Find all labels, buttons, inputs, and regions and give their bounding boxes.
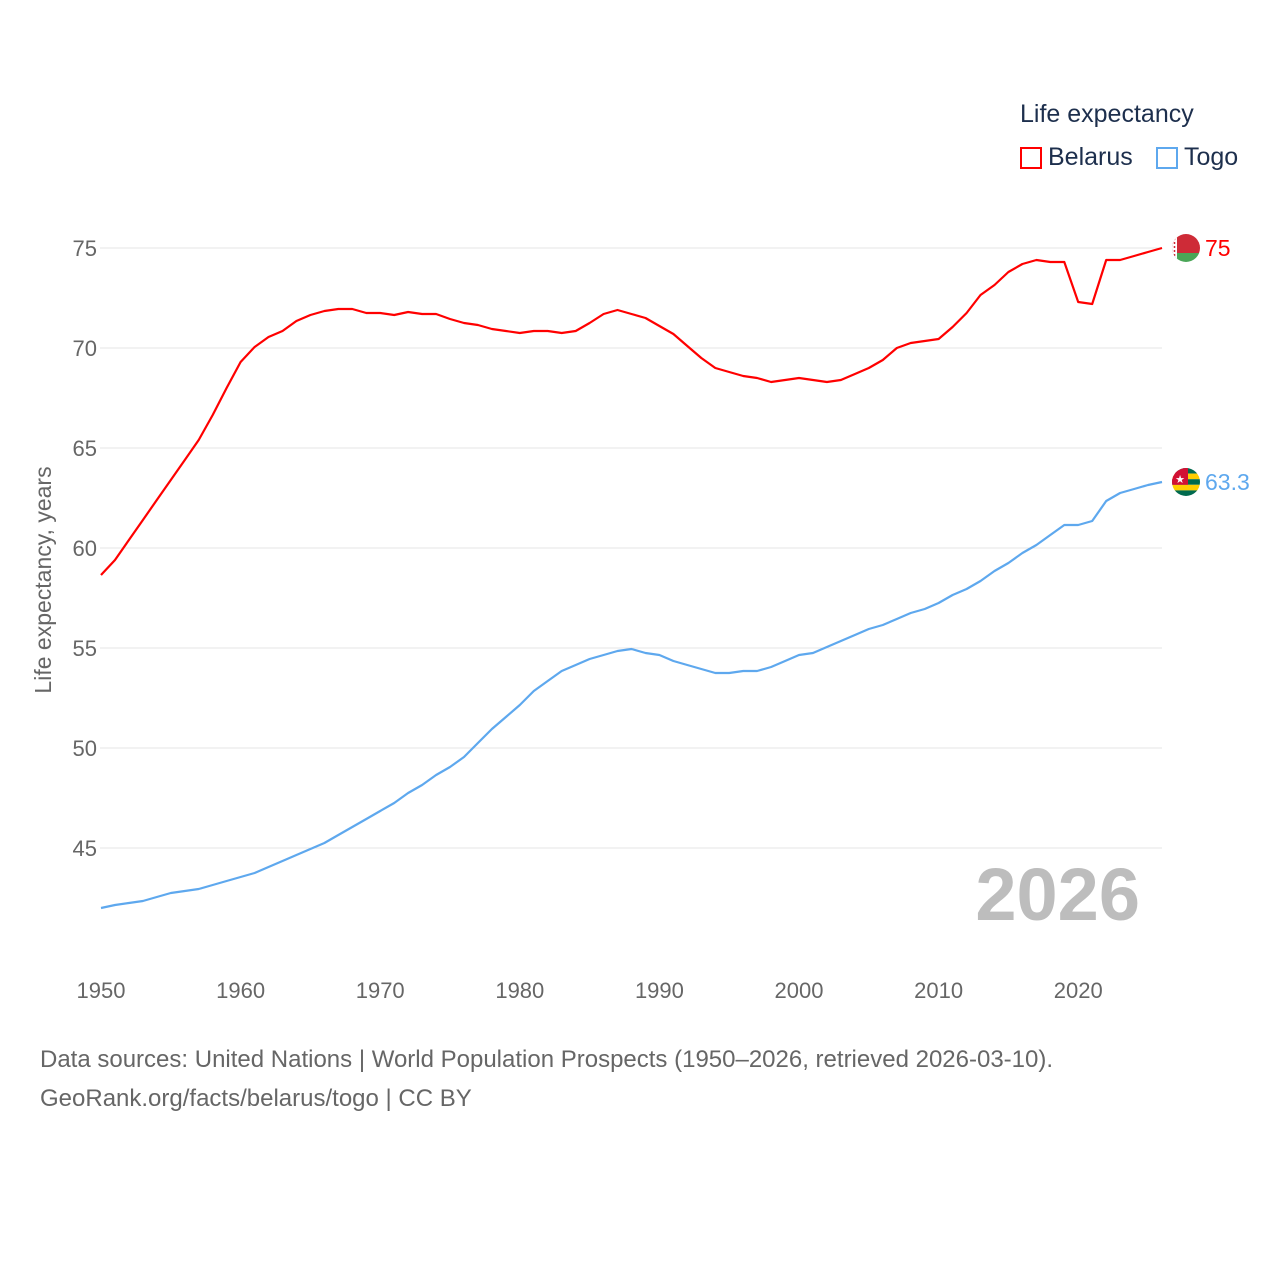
y-tick-label: 50 <box>73 736 97 761</box>
y-axis-label: Life expectancy, years <box>30 466 56 693</box>
legend-item-belarus[interactable]: Belarus <box>1020 143 1133 172</box>
legend-label: Togo <box>1184 143 1239 171</box>
x-tick-label: 1960 <box>216 978 265 1003</box>
end-value-label: 75 <box>1205 235 1231 261</box>
x-tick-label: 1980 <box>495 978 544 1003</box>
y-tick-label: 75 <box>73 236 97 261</box>
x-tick-label: 2020 <box>1054 978 1103 1003</box>
y-tick-label: 65 <box>73 436 97 461</box>
year-label: 2026 <box>975 853 1140 936</box>
end-value-label: 63.3 <box>1205 469 1250 495</box>
x-tick-label: 2010 <box>914 978 963 1003</box>
data-source-text: Data sources: United Nations | World Pop… <box>40 1046 1054 1073</box>
x-tick-label: 1990 <box>635 978 684 1003</box>
x-tick-label: 2000 <box>775 978 824 1003</box>
y-tick-label: 45 <box>73 836 97 861</box>
x-tick-label: 1950 <box>77 978 126 1003</box>
svg-text:★: ★ <box>1175 474 1185 486</box>
y-tick-label: 70 <box>73 336 97 361</box>
legend-title: Life expectancy <box>1020 100 1194 128</box>
series-line-belarus[interactable] <box>100 246 1163 576</box>
x-tick-label: 1970 <box>356 978 405 1003</box>
attribution-link[interactable]: GeoRank.org/facts/belarus/togo | CC BY <box>40 1085 472 1112</box>
y-tick-label: 55 <box>73 636 97 661</box>
legend-item-togo[interactable]: Togo <box>1156 143 1238 172</box>
series-line-togo[interactable] <box>100 480 1163 910</box>
legend-swatch-belarus <box>1020 146 1042 169</box>
y-tick-label: 60 <box>73 536 97 561</box>
legend-label: Belarus <box>1048 143 1133 171</box>
legend-swatch-togo <box>1156 146 1178 169</box>
belarus-flag-icon <box>1172 234 1200 262</box>
togo-flag-icon: ★ <box>1172 468 1200 496</box>
